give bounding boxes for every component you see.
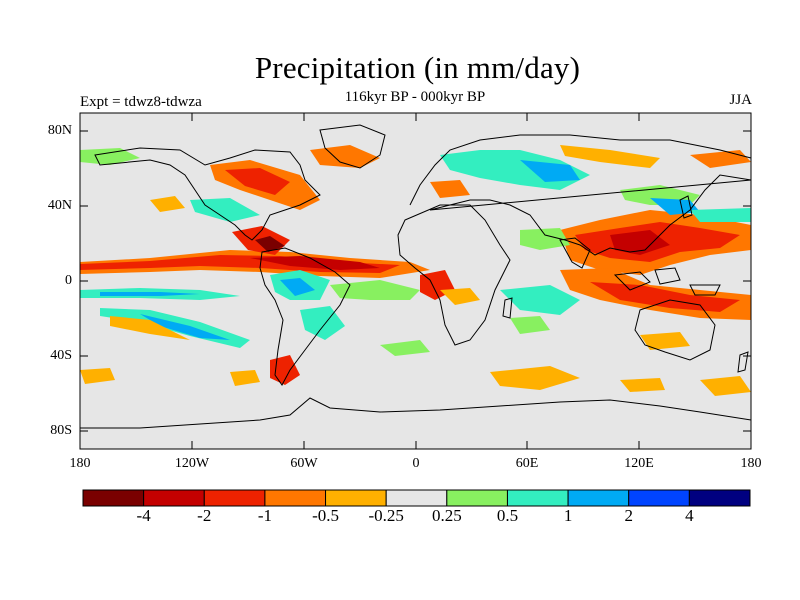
colorbar-label: 2	[624, 506, 633, 525]
colorbar-label: -1	[257, 506, 272, 525]
antarctica-coast	[80, 397, 752, 429]
nz-coast	[737, 351, 749, 373]
colorbar-swatch	[446, 489, 508, 507]
coastlines	[80, 124, 752, 429]
africa-coast	[397, 204, 511, 346]
colorbar-label: -2	[197, 506, 212, 525]
greenland-coast	[319, 124, 386, 169]
colorbar-label: -4	[136, 506, 151, 525]
colorbar-swatch	[385, 489, 448, 507]
lat-tick-label: 40N	[47, 198, 72, 213]
lon-tick-label: 120E	[624, 456, 654, 471]
india-coast	[559, 237, 591, 269]
lat-tick-label: 40S	[50, 348, 72, 363]
colorbar-swatch	[264, 489, 327, 507]
lon-tick-label: 60E	[515, 456, 539, 471]
season-label: JJA	[729, 92, 752, 108]
madagascar-coast	[502, 297, 513, 319]
colorbar-label: 0.25	[431, 506, 462, 525]
australia-coast	[634, 299, 716, 361]
lat-tick-label: 80N	[47, 123, 72, 138]
colorbar-swatch	[506, 489, 569, 507]
colorbar-label: 1	[563, 506, 573, 525]
precip-anomaly-field	[80, 145, 751, 396]
colorbar-swatch	[203, 489, 266, 507]
colorbar-swatch	[82, 489, 145, 507]
colorbar-swatch	[143, 489, 205, 507]
colorbar-label: 4	[685, 506, 694, 525]
eurasia-coast	[409, 134, 752, 256]
south-america-coast	[259, 247, 351, 386]
colorbar-swatch	[628, 489, 690, 507]
north-america-coast	[94, 147, 321, 241]
colorbar-label: -0.5	[312, 506, 339, 525]
lon-tick-label: 180	[740, 456, 762, 471]
maritime-continent-coast	[613, 267, 721, 296]
colorbar-swatch	[567, 489, 630, 507]
colorbar-swatch	[325, 489, 387, 507]
lon-tick-label: 120W	[174, 456, 210, 471]
lon-tick-label: 0	[412, 456, 420, 471]
lon-tick-label: 180	[69, 456, 91, 471]
japan-coast	[679, 195, 693, 219]
lat-tick-label: 0	[65, 273, 72, 288]
figure-title: Precipitation (in mm/day)	[254, 50, 581, 85]
experiment-label: Expt = tdwz8-tdwza	[80, 94, 202, 110]
colorbar-swatch	[688, 489, 751, 507]
lat-tick-label: 80S	[50, 423, 72, 438]
colorbar-label: 0.5	[496, 506, 519, 525]
lon-tick-label: 60W	[290, 456, 318, 471]
colorbar	[82, 489, 751, 507]
colorbar-label: -0.25	[368, 506, 404, 525]
axis-ticks	[79, 113, 752, 449]
figure-subtitle: 116kyr BP - 000kyr BP	[344, 89, 486, 105]
